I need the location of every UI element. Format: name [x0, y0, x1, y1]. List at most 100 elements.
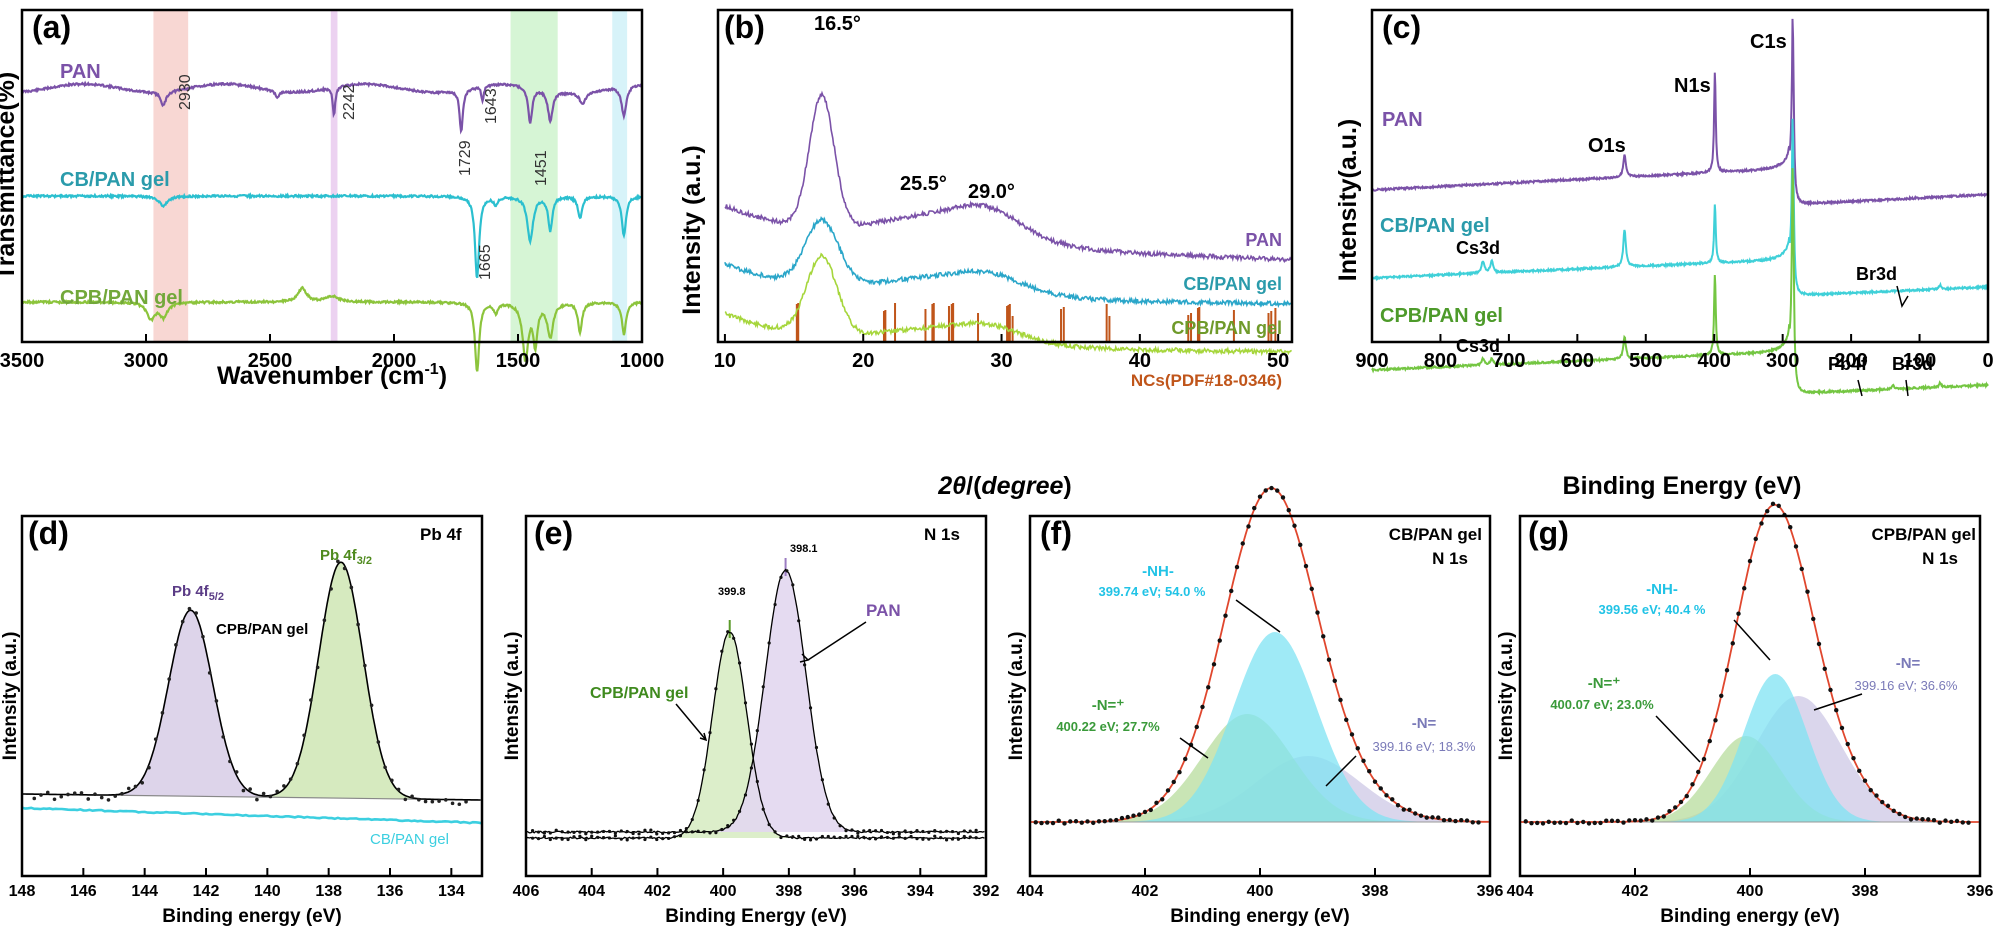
panel-e-plot [525, 558, 985, 842]
data-point [72, 791, 77, 795]
peak-fill-pb4f52 [110, 610, 271, 798]
data-point [106, 798, 111, 802]
data-point [396, 787, 401, 792]
data-point [1367, 769, 1372, 774]
data-point [1805, 589, 1810, 594]
data-point [909, 834, 913, 839]
series-label-cpb-pan-gel: CPB/PAN gel [1171, 318, 1282, 338]
data-point [862, 829, 866, 833]
data-point [1424, 815, 1429, 820]
panel-g-title-2: N 1s [1922, 549, 1958, 568]
data-point [390, 778, 394, 783]
n-plus-arrow [1179, 737, 1209, 759]
panel-d-x-ticks: 148 146 144 142 140 138 136 134 [9, 868, 465, 900]
x-tick-label: 100 [1903, 350, 1936, 372]
peak-label-29-0: 29.0° [968, 181, 1015, 203]
data-point [868, 837, 872, 841]
panel-b-tag: (b) [724, 9, 765, 45]
data-point [1788, 525, 1793, 530]
data-point [631, 836, 635, 840]
data-point [1684, 793, 1689, 799]
peak-label-br3d-cpb: Br3d [1892, 354, 1933, 374]
data-point [464, 799, 468, 804]
data-point [761, 807, 765, 811]
data-point [1131, 813, 1136, 818]
data-point [1315, 610, 1320, 615]
data-point [1920, 817, 1925, 822]
data-point [255, 797, 259, 802]
data-point [201, 634, 205, 639]
data-point [410, 794, 414, 799]
data-point [369, 703, 374, 708]
panel-g-ylabel: Intensity (a.u.) [1496, 632, 1517, 761]
data-point [879, 828, 884, 833]
data-point [1776, 503, 1781, 509]
data-point [1903, 814, 1908, 820]
data-point [79, 791, 84, 795]
data-point [120, 791, 124, 796]
data-point [649, 828, 653, 832]
component-nh-value: 399.56 eV; 40.4 % [1599, 602, 1706, 617]
data-point [450, 801, 455, 806]
data-point [1286, 507, 1291, 513]
data-point [1632, 817, 1638, 823]
data-point [1171, 779, 1176, 785]
x-tick-label: 398 [1852, 883, 1879, 900]
data-point [655, 837, 659, 842]
x-tick-label: 300 [1766, 350, 1799, 372]
data-point [791, 835, 795, 839]
data-point [1650, 818, 1655, 823]
x-tick-label: 500 [1629, 350, 1662, 372]
peak-label-cs3d-cpb: Cs3d [1456, 336, 1500, 356]
data-point [228, 759, 232, 764]
data-point [160, 711, 165, 715]
nh-arrow [1235, 599, 1281, 633]
highlight-band [153, 11, 189, 341]
panel-g-x-ticks: 404 402 400 398 396 [1507, 868, 1993, 900]
data-point [1447, 817, 1452, 823]
data-point [672, 835, 677, 839]
panel-e-xlabel: Binding Energy (eV) [665, 906, 847, 927]
data-point [755, 729, 759, 733]
x-tick-label: 30 [990, 350, 1012, 372]
x-tick-label: 200 [1834, 350, 1867, 372]
data-point [1079, 820, 1084, 825]
data-point [1303, 563, 1309, 569]
peak-label-cs3d-cb: Cs3d [1456, 238, 1500, 258]
x-tick-label: 400 [1737, 883, 1764, 900]
data-point [897, 832, 901, 836]
data-point [1747, 558, 1753, 564]
panel-e-ylabel: Intensity (a.u.) [502, 632, 523, 761]
data-point [856, 834, 860, 839]
n-arrow [1325, 755, 1357, 787]
cpb-arrow [675, 703, 707, 741]
highlight-band [510, 11, 558, 341]
peak-fill-pan [713, 570, 858, 832]
data-point [933, 834, 937, 838]
data-point [732, 636, 736, 640]
series-label-pan: PAN [1245, 230, 1282, 250]
data-point [1165, 788, 1171, 793]
data-point [844, 829, 848, 833]
x-tick-label: 136 [377, 883, 404, 900]
data-point [903, 836, 907, 840]
data-point [909, 830, 913, 834]
data-point [773, 830, 777, 834]
data-point [690, 830, 694, 834]
data-point [1862, 778, 1868, 783]
series-line-cb-pan-gel [1371, 118, 1989, 298]
series-line-cpb-pan-gel [21, 285, 642, 372]
data-point [737, 661, 742, 665]
peak-label-pb4f: Pb4f [1828, 354, 1868, 374]
panel-f-plot [1030, 485, 1490, 826]
data-point [417, 797, 421, 802]
data-point [1148, 807, 1153, 813]
data-point [584, 837, 588, 842]
data-point [1661, 814, 1666, 819]
data-point [572, 835, 576, 839]
pan-arrowhead [799, 653, 810, 663]
panel-d-tag: (d) [28, 515, 69, 551]
panel-c-x-ticks: 900 800 700 600 500 400 300 200 100 0 [1355, 334, 1994, 372]
panel-a-bands [153, 11, 628, 341]
data-point [726, 823, 730, 828]
